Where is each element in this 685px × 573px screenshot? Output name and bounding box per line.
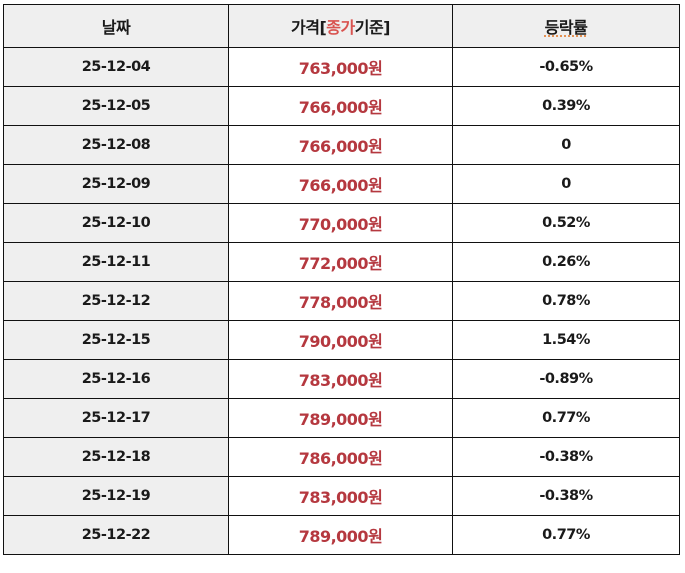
change-cell: 0.39% <box>452 86 680 126</box>
price-cell: 783,000원 <box>228 359 453 399</box>
stock-price-table: 날짜 가격[종가기준] 등락률 25-12-04 763,000원 -0.65%… <box>3 4 680 555</box>
date-cell: 25-12-04 <box>3 47 229 87</box>
price-cell: 789,000원 <box>228 398 453 438</box>
table-row: 25-12-05 766,000원 0.39% <box>3 86 680 126</box>
change-cell: 0 <box>452 125 680 165</box>
table-body: 25-12-04 763,000원 -0.65% 25-12-05 766,00… <box>3 47 680 555</box>
change-cell: -0.89% <box>452 359 680 399</box>
change-cell: 0 <box>452 164 680 204</box>
table-row: 25-12-19 783,000원 -0.38% <box>3 476 680 516</box>
table-header: 날짜 가격[종가기준] 등락률 <box>3 4 680 48</box>
price-cell: 766,000원 <box>228 125 453 165</box>
header-price-prefix: 가격[ <box>291 18 327 37</box>
change-cell: -0.65% <box>452 47 680 87</box>
date-cell: 25-12-11 <box>3 242 229 282</box>
price-cell: 778,000원 <box>228 281 453 321</box>
date-cell: 25-12-16 <box>3 359 229 399</box>
date-cell: 25-12-19 <box>3 476 229 516</box>
change-cell: 1.54% <box>452 320 680 360</box>
price-cell: 766,000원 <box>228 86 453 126</box>
change-cell: -0.38% <box>452 476 680 516</box>
change-cell: 0.78% <box>452 281 680 321</box>
table-row: 25-12-18 786,000원 -0.38% <box>3 437 680 477</box>
date-cell: 25-12-08 <box>3 125 229 165</box>
change-cell: 0.52% <box>452 203 680 243</box>
price-cell: 772,000원 <box>228 242 453 282</box>
header-change-label: 등락률 <box>544 18 588 37</box>
date-cell: 25-12-05 <box>3 86 229 126</box>
table-row: 25-12-04 763,000원 -0.65% <box>3 47 680 87</box>
price-cell: 783,000원 <box>228 476 453 516</box>
price-cell: 763,000원 <box>228 47 453 87</box>
change-cell: 0.77% <box>452 398 680 438</box>
header-price-suffix: 기준] <box>354 18 391 37</box>
table-row: 25-12-10 770,000원 0.52% <box>3 203 680 243</box>
date-cell: 25-12-17 <box>3 398 229 438</box>
price-cell: 789,000원 <box>228 515 453 555</box>
change-cell: 0.77% <box>452 515 680 555</box>
date-cell: 25-12-10 <box>3 203 229 243</box>
change-cell: -0.38% <box>452 437 680 477</box>
price-cell: 770,000원 <box>228 203 453 243</box>
table-row: 25-12-08 766,000원 0 <box>3 125 680 165</box>
price-cell: 790,000원 <box>228 320 453 360</box>
price-cell: 786,000원 <box>228 437 453 477</box>
header-change: 등락률 <box>452 4 680 48</box>
price-cell: 766,000원 <box>228 164 453 204</box>
header-date-label: 날짜 <box>101 18 131 37</box>
header-date: 날짜 <box>3 4 229 48</box>
table-row: 25-12-22 789,000원 0.77% <box>3 515 680 555</box>
change-cell: 0.26% <box>452 242 680 282</box>
date-cell: 25-12-18 <box>3 437 229 477</box>
header-price-highlight: 종가 <box>326 18 355 37</box>
table-row: 25-12-16 783,000원 -0.89% <box>3 359 680 399</box>
table-row: 25-12-11 772,000원 0.26% <box>3 242 680 282</box>
table-row: 25-12-09 766,000원 0 <box>3 164 680 204</box>
date-cell: 25-12-22 <box>3 515 229 555</box>
table-row: 25-12-17 789,000원 0.77% <box>3 398 680 438</box>
date-cell: 25-12-09 <box>3 164 229 204</box>
header-row: 날짜 가격[종가기준] 등락률 <box>3 4 680 48</box>
header-price: 가격[종가기준] <box>228 4 453 48</box>
date-cell: 25-12-12 <box>3 281 229 321</box>
date-cell: 25-12-15 <box>3 320 229 360</box>
table-row: 25-12-12 778,000원 0.78% <box>3 281 680 321</box>
table-row: 25-12-15 790,000원 1.54% <box>3 320 680 360</box>
